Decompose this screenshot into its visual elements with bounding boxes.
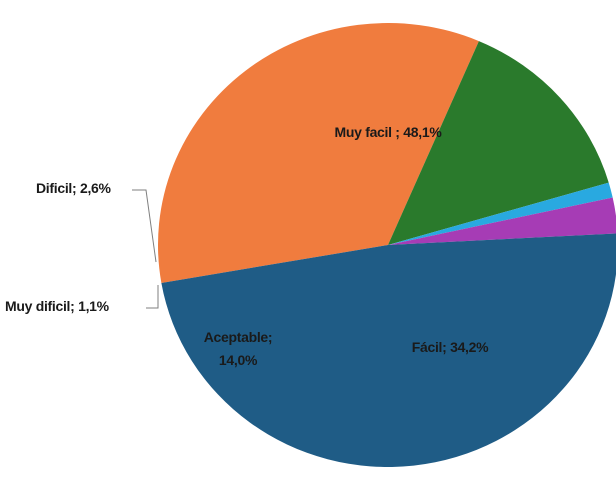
slice-dificil (388, 197, 616, 245)
slice-label-aceptable-name: Aceptable; (204, 329, 273, 345)
slice-aceptable (388, 41, 609, 245)
slice-label-muy-facil: Muy facil ; 48,1% (335, 124, 443, 140)
slice-label-facil: Fácil; 34,2% (412, 339, 489, 355)
slice-muy-facil (161, 233, 616, 467)
slice-label-aceptable-value: 14,0% (219, 352, 258, 368)
slice-label-muy-dificil: Muy dificil; 1,1% (5, 298, 110, 314)
slice-label-dificil: Dificil; 2,6% (36, 180, 112, 196)
slice-muy-dificil (388, 182, 613, 245)
slice-facil (157, 22, 479, 283)
leader-line-dificil (132, 189, 157, 263)
leader-line-muy-dificil (146, 285, 159, 309)
